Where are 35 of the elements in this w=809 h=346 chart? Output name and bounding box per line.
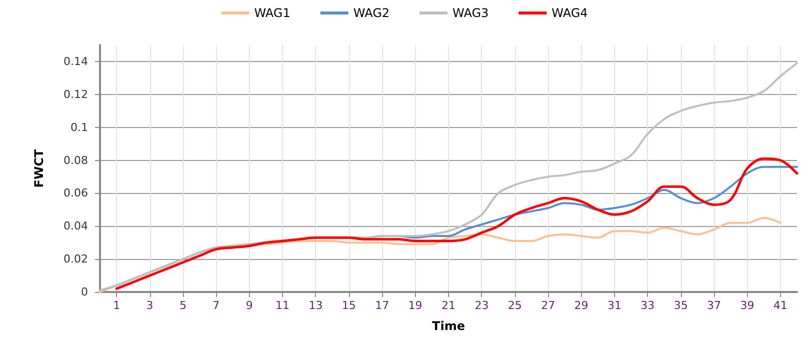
legend-label: WAG1 <box>254 6 290 20</box>
x-tick-label: 15 <box>342 299 356 312</box>
y-tick-label: 0.02 <box>64 252 88 266</box>
x-tick-label: 33 <box>640 299 655 312</box>
legend-label: WAG2 <box>353 6 390 20</box>
x-tick-label: 39 <box>740 299 754 312</box>
x-tick-label: 5 <box>179 299 186 312</box>
x-tick-label: 7 <box>212 299 220 312</box>
x-tick-label: 25 <box>508 299 522 312</box>
x-tick-label: 27 <box>541 299 556 312</box>
y-tick-label: 0 <box>81 286 88 298</box>
x-tick-label: 3 <box>146 299 154 312</box>
x-tick-label: 1 <box>113 299 120 312</box>
legend-label: WAG3 <box>452 6 489 20</box>
legend-label: WAG4 <box>552 6 588 20</box>
y-axis-title: FWCT <box>32 148 46 188</box>
x-tick-label: 35 <box>674 299 688 312</box>
y-tick-label: 0.04 <box>64 220 88 233</box>
x-tick-label: 23 <box>474 299 489 312</box>
x-tick-label: 37 <box>707 299 722 312</box>
x-tick-label: 17 <box>375 299 390 312</box>
x-tick-label: 21 <box>442 299 456 312</box>
y-tick-label: 0.14 <box>64 54 88 68</box>
x-tick-label: 29 <box>574 299 588 312</box>
y-tick-label: 0.1 <box>70 120 88 134</box>
x-tick-label: 11 <box>276 299 290 312</box>
y-tick-label: 0.06 <box>64 186 88 200</box>
y-tick-label: 0.12 <box>64 88 88 101</box>
x-tick-label: 13 <box>308 299 323 312</box>
x-tick-label: 31 <box>607 299 622 312</box>
x-tick-label: 9 <box>246 299 253 312</box>
y-tick-label: 0.08 <box>64 154 88 167</box>
x-tick-label: 19 <box>408 299 422 312</box>
x-axis-title: Time <box>432 319 465 333</box>
x-tick-label: 41 <box>773 299 788 312</box>
